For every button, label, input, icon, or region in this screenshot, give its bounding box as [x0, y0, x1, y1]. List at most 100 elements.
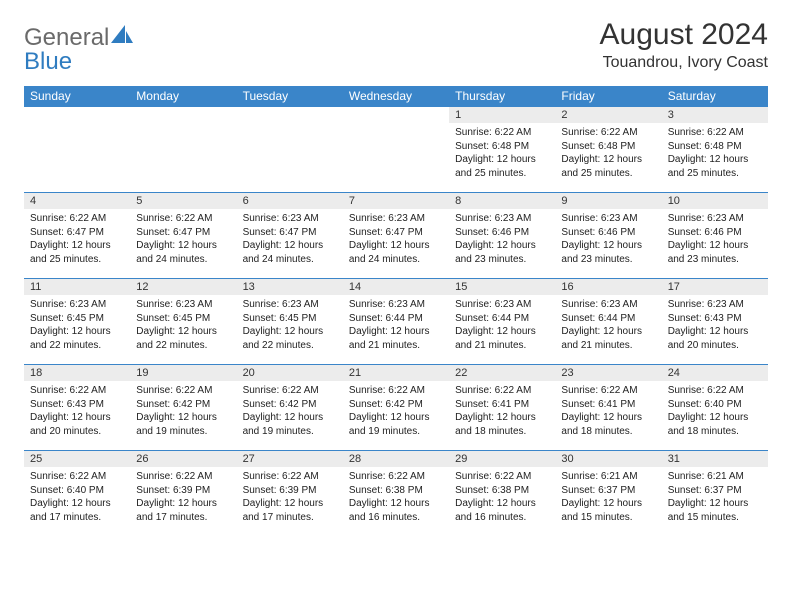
day-number: 27: [237, 451, 343, 467]
day-number: 18: [24, 365, 130, 381]
day-number: 6: [237, 193, 343, 209]
day-body: Sunrise: 6:23 AMSunset: 6:46 PMDaylight:…: [449, 209, 555, 272]
calendar-body: 1Sunrise: 6:22 AMSunset: 6:48 PMDaylight…: [24, 107, 768, 537]
calendar-cell: 29Sunrise: 6:22 AMSunset: 6:38 PMDayligh…: [449, 451, 555, 537]
calendar-cell: 27Sunrise: 6:22 AMSunset: 6:39 PMDayligh…: [237, 451, 343, 537]
day-number: 28: [343, 451, 449, 467]
calendar-row: 18Sunrise: 6:22 AMSunset: 6:43 PMDayligh…: [24, 365, 768, 451]
day-number: 3: [662, 107, 768, 123]
calendar-cell: 7Sunrise: 6:23 AMSunset: 6:47 PMDaylight…: [343, 193, 449, 279]
day-body: Sunrise: 6:23 AMSunset: 6:46 PMDaylight:…: [662, 209, 768, 272]
calendar-cell: 17Sunrise: 6:23 AMSunset: 6:43 PMDayligh…: [662, 279, 768, 365]
day-body: Sunrise: 6:23 AMSunset: 6:43 PMDaylight:…: [662, 295, 768, 358]
day-body: Sunrise: 6:21 AMSunset: 6:37 PMDaylight:…: [555, 467, 661, 530]
weekday-header: Friday: [555, 86, 661, 107]
day-body: Sunrise: 6:21 AMSunset: 6:37 PMDaylight:…: [662, 467, 768, 530]
calendar-cell: 2Sunrise: 6:22 AMSunset: 6:48 PMDaylight…: [555, 107, 661, 193]
calendar-cell: [130, 107, 236, 193]
calendar-cell: 11Sunrise: 6:23 AMSunset: 6:45 PMDayligh…: [24, 279, 130, 365]
day-number: 15: [449, 279, 555, 295]
calendar-cell: [24, 107, 130, 193]
day-number: 25: [24, 451, 130, 467]
day-body: Sunrise: 6:22 AMSunset: 6:38 PMDaylight:…: [449, 467, 555, 530]
day-body: Sunrise: 6:22 AMSunset: 6:42 PMDaylight:…: [130, 381, 236, 444]
day-body: Sunrise: 6:22 AMSunset: 6:48 PMDaylight:…: [662, 123, 768, 186]
day-body: Sunrise: 6:22 AMSunset: 6:39 PMDaylight:…: [237, 467, 343, 530]
calendar-cell: 20Sunrise: 6:22 AMSunset: 6:42 PMDayligh…: [237, 365, 343, 451]
day-number: 24: [662, 365, 768, 381]
day-number: 19: [130, 365, 236, 381]
day-body: Sunrise: 6:22 AMSunset: 6:38 PMDaylight:…: [343, 467, 449, 530]
calendar-cell: 21Sunrise: 6:22 AMSunset: 6:42 PMDayligh…: [343, 365, 449, 451]
calendar-row: 25Sunrise: 6:22 AMSunset: 6:40 PMDayligh…: [24, 451, 768, 537]
day-body: Sunrise: 6:22 AMSunset: 6:43 PMDaylight:…: [24, 381, 130, 444]
day-number: 13: [237, 279, 343, 295]
day-number: 21: [343, 365, 449, 381]
day-body: Sunrise: 6:23 AMSunset: 6:45 PMDaylight:…: [130, 295, 236, 358]
calendar-cell: 4Sunrise: 6:22 AMSunset: 6:47 PMDaylight…: [24, 193, 130, 279]
day-number: 11: [24, 279, 130, 295]
title-block: August 2024 Touandrou, Ivory Coast: [600, 18, 768, 72]
calendar-cell: 25Sunrise: 6:22 AMSunset: 6:40 PMDayligh…: [24, 451, 130, 537]
weekday-header: Monday: [130, 86, 236, 107]
calendar-cell: 23Sunrise: 6:22 AMSunset: 6:41 PMDayligh…: [555, 365, 661, 451]
calendar-cell: 18Sunrise: 6:22 AMSunset: 6:43 PMDayligh…: [24, 365, 130, 451]
calendar-row: 4Sunrise: 6:22 AMSunset: 6:47 PMDaylight…: [24, 193, 768, 279]
day-number: 12: [130, 279, 236, 295]
day-body: Sunrise: 6:23 AMSunset: 6:47 PMDaylight:…: [343, 209, 449, 272]
month-title: August 2024: [600, 18, 768, 52]
day-number: 10: [662, 193, 768, 209]
weekday-header: Thursday: [449, 86, 555, 107]
calendar-cell: 1Sunrise: 6:22 AMSunset: 6:48 PMDaylight…: [449, 107, 555, 193]
calendar-cell: 10Sunrise: 6:23 AMSunset: 6:46 PMDayligh…: [662, 193, 768, 279]
day-body: Sunrise: 6:23 AMSunset: 6:45 PMDaylight:…: [24, 295, 130, 358]
calendar-table: SundayMondayTuesdayWednesdayThursdayFrid…: [24, 86, 768, 537]
day-number: 22: [449, 365, 555, 381]
day-number: 5: [130, 193, 236, 209]
day-number: 26: [130, 451, 236, 467]
calendar-cell: 31Sunrise: 6:21 AMSunset: 6:37 PMDayligh…: [662, 451, 768, 537]
weekday-header: Sunday: [24, 86, 130, 107]
calendar-cell: 24Sunrise: 6:22 AMSunset: 6:40 PMDayligh…: [662, 365, 768, 451]
day-body: Sunrise: 6:23 AMSunset: 6:44 PMDaylight:…: [555, 295, 661, 358]
calendar-cell: 15Sunrise: 6:23 AMSunset: 6:44 PMDayligh…: [449, 279, 555, 365]
location: Touandrou, Ivory Coast: [600, 54, 768, 72]
weekday-header: Tuesday: [237, 86, 343, 107]
day-body: Sunrise: 6:22 AMSunset: 6:40 PMDaylight:…: [662, 381, 768, 444]
calendar-cell: 26Sunrise: 6:22 AMSunset: 6:39 PMDayligh…: [130, 451, 236, 537]
day-number: 14: [343, 279, 449, 295]
calendar-cell: 19Sunrise: 6:22 AMSunset: 6:42 PMDayligh…: [130, 365, 236, 451]
calendar-cell: 6Sunrise: 6:23 AMSunset: 6:47 PMDaylight…: [237, 193, 343, 279]
day-number: 29: [449, 451, 555, 467]
weekday-header: Saturday: [662, 86, 768, 107]
day-body: Sunrise: 6:22 AMSunset: 6:40 PMDaylight:…: [24, 467, 130, 530]
day-body: Sunrise: 6:23 AMSunset: 6:46 PMDaylight:…: [555, 209, 661, 272]
calendar-cell: 16Sunrise: 6:23 AMSunset: 6:44 PMDayligh…: [555, 279, 661, 365]
weekday-header: Wednesday: [343, 86, 449, 107]
calendar-cell: 3Sunrise: 6:22 AMSunset: 6:48 PMDaylight…: [662, 107, 768, 193]
calendar-cell: [237, 107, 343, 193]
day-number: 8: [449, 193, 555, 209]
calendar-cell: 14Sunrise: 6:23 AMSunset: 6:44 PMDayligh…: [343, 279, 449, 365]
day-number: 17: [662, 279, 768, 295]
day-body: Sunrise: 6:22 AMSunset: 6:41 PMDaylight:…: [449, 381, 555, 444]
day-number: 16: [555, 279, 661, 295]
brand-blue: Blue: [24, 48, 72, 76]
day-body: Sunrise: 6:23 AMSunset: 6:44 PMDaylight:…: [343, 295, 449, 358]
day-body: Sunrise: 6:22 AMSunset: 6:42 PMDaylight:…: [343, 381, 449, 444]
day-number: 31: [662, 451, 768, 467]
day-body: Sunrise: 6:22 AMSunset: 6:48 PMDaylight:…: [449, 123, 555, 186]
sail-icon: [111, 24, 133, 52]
calendar-cell: 30Sunrise: 6:21 AMSunset: 6:37 PMDayligh…: [555, 451, 661, 537]
day-number: 30: [555, 451, 661, 467]
day-number: 2: [555, 107, 661, 123]
calendar-cell: [343, 107, 449, 193]
brand-logo: General: [24, 18, 133, 52]
day-body: Sunrise: 6:22 AMSunset: 6:48 PMDaylight:…: [555, 123, 661, 186]
day-body: Sunrise: 6:22 AMSunset: 6:42 PMDaylight:…: [237, 381, 343, 444]
day-number: 4: [24, 193, 130, 209]
calendar-cell: 5Sunrise: 6:22 AMSunset: 6:47 PMDaylight…: [130, 193, 236, 279]
calendar-row: 11Sunrise: 6:23 AMSunset: 6:45 PMDayligh…: [24, 279, 768, 365]
calendar-cell: 13Sunrise: 6:23 AMSunset: 6:45 PMDayligh…: [237, 279, 343, 365]
header: General August 2024 Touandrou, Ivory Coa…: [24, 18, 768, 72]
